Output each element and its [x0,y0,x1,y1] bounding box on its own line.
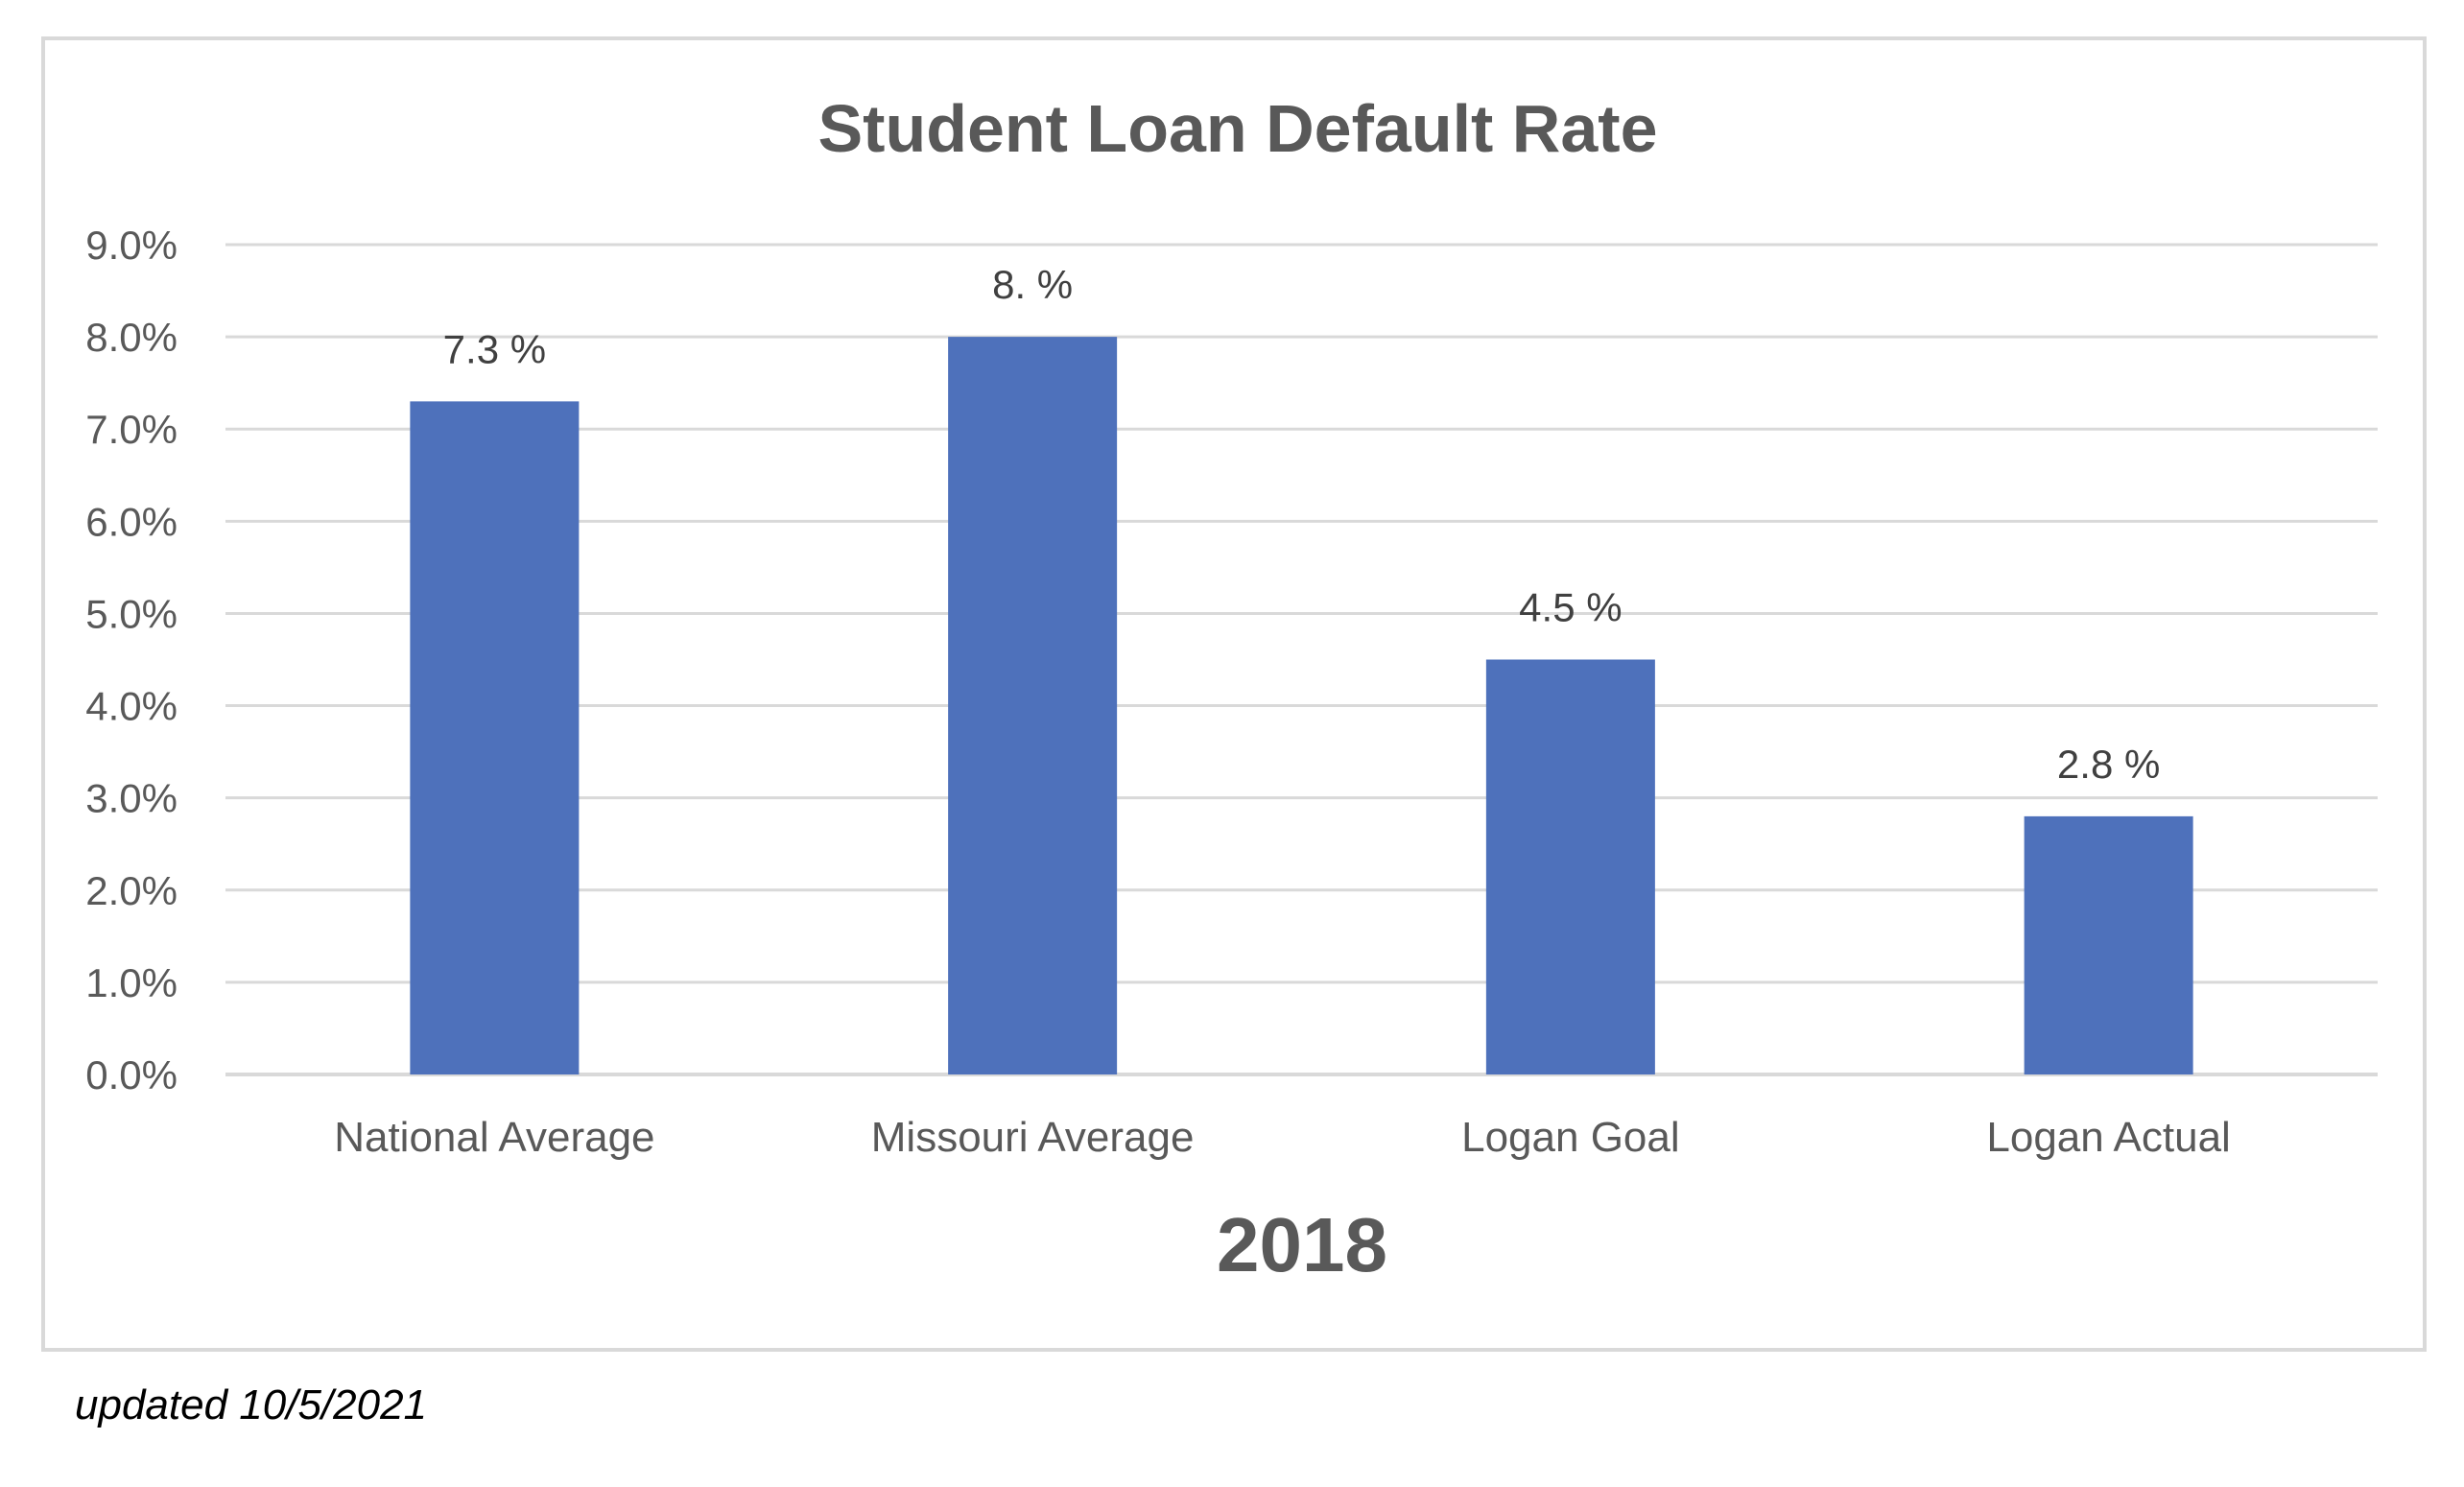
x-axis-title: 2018 [1217,1202,1387,1287]
x-category-label: Logan Actual [1986,1114,2230,1161]
x-category-label: Logan Goal [1461,1114,1680,1161]
data-label: 4.5 % [1519,585,1622,630]
y-tick-label: 0.0% [85,1052,178,1098]
y-tick-label: 5.0% [85,591,178,636]
y-tick-label: 8.0% [85,315,178,360]
gridlines [225,243,2378,1076]
y-tick-label: 7.0% [85,407,178,452]
y-tick-label: 1.0% [85,960,178,1005]
data-label: 7.3 % [443,326,546,371]
y-tick-label: 2.0% [85,868,178,913]
bars [410,337,2193,1075]
y-tick-label: 6.0% [85,499,178,544]
data-label: 8. % [992,262,1073,307]
y-tick-label: 3.0% [85,776,178,821]
chart-title: Student Loan Default Rate [817,91,1657,166]
bar [1485,659,1655,1074]
data-label: 2.8 % [2057,742,2160,787]
updated-footnote: updated 10/5/2021 [75,1381,428,1428]
y-tick-label: 9.0% [85,223,178,268]
y-tick-label: 4.0% [85,684,178,729]
data-labels: 7.3 % 8. % 4.5 % 2.8 % [443,262,2161,787]
x-category-label: National Average [334,1114,654,1161]
y-axis-ticks: 0.0% 1.0% 2.0% 3.0% 4.0% 5.0% 6.0% 7.0% 8.0% 9.0% [85,223,178,1098]
x-axis-categories: National Average Missouri Average Logan Go… [334,1114,2231,1161]
bar [410,401,580,1074]
bar [948,337,1118,1075]
x-category-label: Missouri Average [871,1114,1195,1161]
bar [2024,815,2193,1074]
